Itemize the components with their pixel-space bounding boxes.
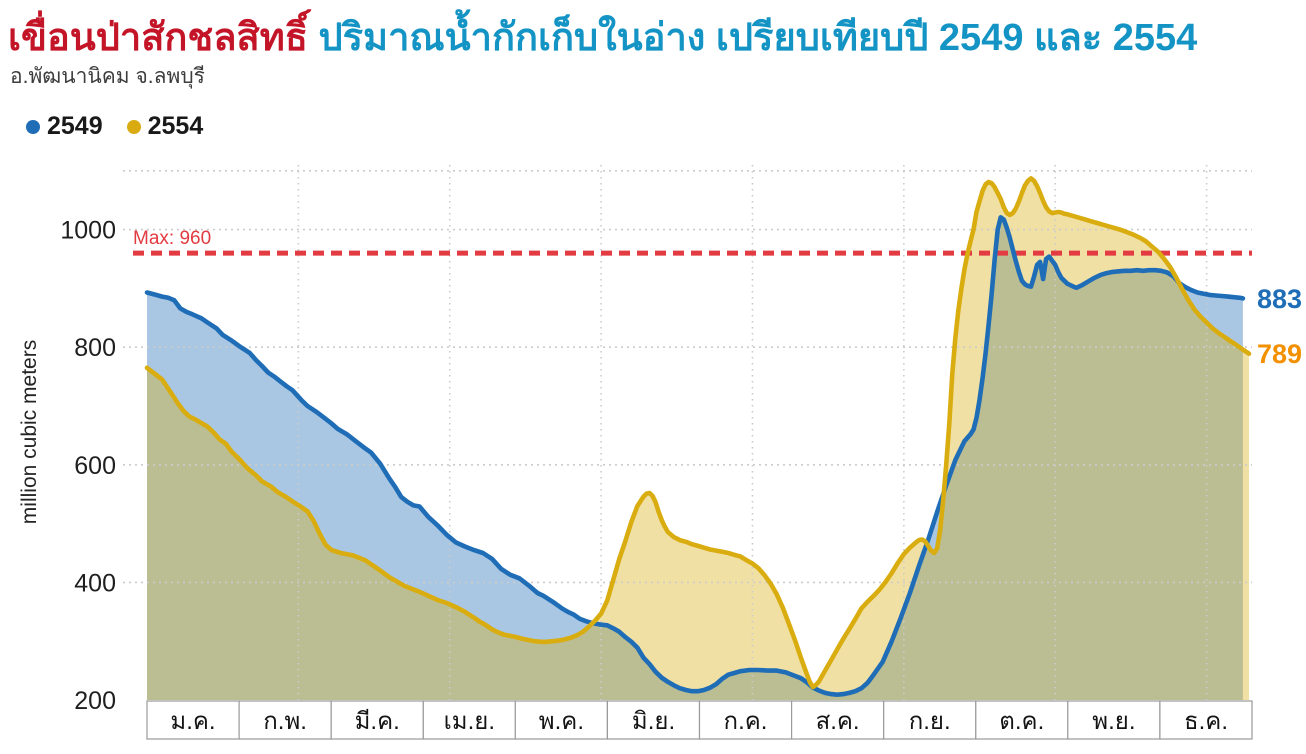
legend-label-2554: 2554 (147, 112, 204, 140)
y-tick-label-1000: 1000 (60, 217, 116, 245)
month-cell (883, 700, 977, 740)
area-2554 (147, 178, 1249, 700)
legend-item-2554: 2554 (126, 112, 204, 141)
legend-dot-2554-icon (126, 119, 141, 134)
month-label-5: พ.ค. (539, 708, 584, 735)
month-label-3: มี.ค. (355, 708, 400, 735)
month-label-6: มิ.ย. (632, 708, 675, 735)
month-cell (146, 700, 240, 740)
area-2549 (147, 217, 1243, 701)
legend-dot-2549-icon (26, 119, 40, 134)
month-cell (514, 700, 608, 740)
page-title-dam-name: เขื่อนป่าสักชลสิทธิ์ (8, 17, 308, 59)
legend-label-2549: 2549 (47, 112, 103, 140)
month-cell (422, 700, 516, 740)
end-value-2554: 789 (1257, 339, 1302, 369)
end-value-2549: 883 (1257, 284, 1302, 314)
month-label-11: พ.ย. (1092, 708, 1135, 735)
chart-layers: 1000 800 600 400 200 ม.ค. ก.พ. มี.ค. เม.ย. พ.ค. มิ… (60, 165, 1253, 740)
month-label-12: ธ.ค. (1184, 708, 1228, 735)
legend-item-2549: 2549 (26, 112, 103, 141)
y-tick-label-600: 600 (74, 452, 116, 480)
month-cell (1067, 700, 1161, 740)
y-tick-label-800: 800 (74, 334, 116, 362)
month-cell (790, 700, 885, 740)
page-title-description: ปริมาณน้ำกักเก็บในอ่าง เปรียบเทียบปี 254… (307, 17, 1198, 59)
y-tick-label-200: 200 (74, 687, 116, 715)
month-label-1: ม.ค. (170, 708, 215, 735)
month-cell (606, 700, 701, 740)
page-title: เขื่อนป่าสักชลสิทธิ์ ปริมาณน้ำกักเก็บในอ… (8, 6, 1197, 67)
month-label-9: ก.ย. (909, 708, 951, 735)
y-axis-label: million cubic meters (18, 340, 41, 524)
month-cell (1159, 700, 1253, 740)
page-subtitle: อ.พัฒนานิคม จ.ลพบุรี (10, 65, 205, 88)
month-label-2: ก.พ. (263, 708, 307, 735)
month-label-10: ต.ค. (999, 708, 1044, 735)
month-label-7: ก.ค. (724, 708, 768, 735)
line-2549 (144, 215, 1246, 697)
chart-legend: 2549 2554 (26, 112, 203, 141)
month-cell (975, 700, 1069, 740)
line-2554 (144, 176, 1252, 690)
month-label-8: ส.ค. (816, 708, 860, 735)
month-label-4: เม.ย. (444, 708, 495, 735)
max-capacity-label: Max: 960 (133, 228, 211, 249)
y-tick-label-400: 400 (74, 569, 116, 597)
